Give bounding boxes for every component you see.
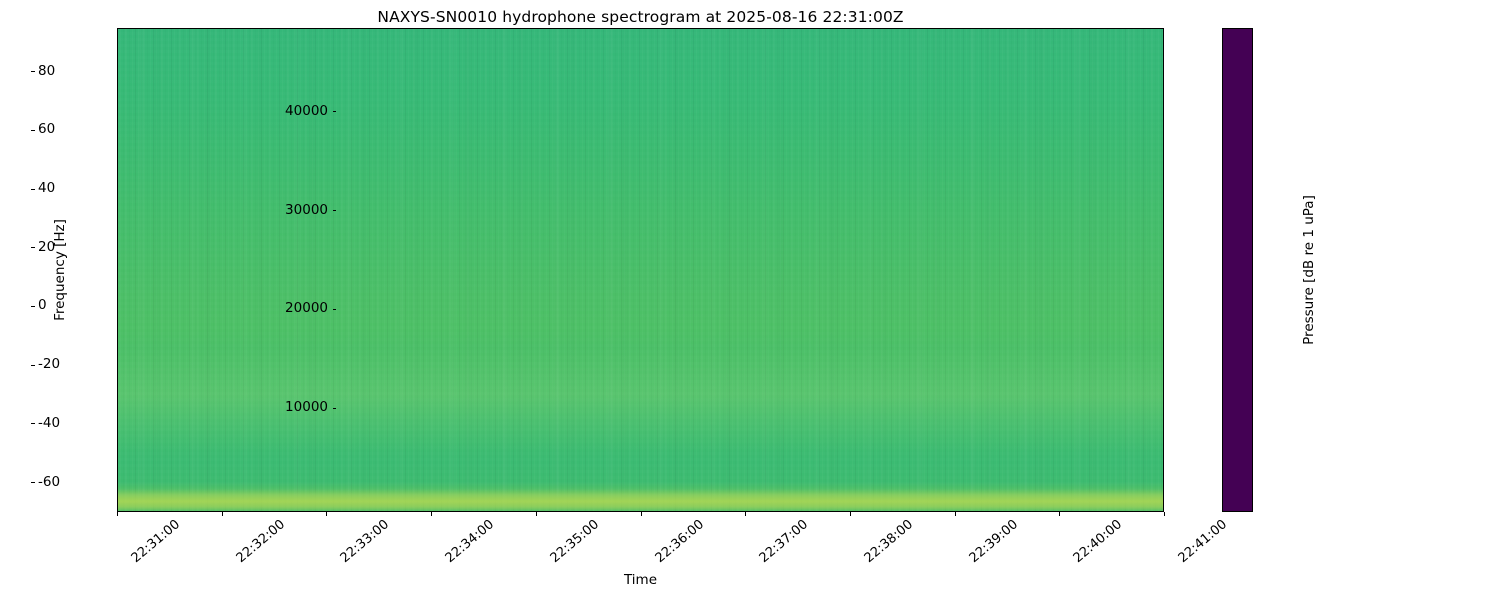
x-tick-mark bbox=[1059, 512, 1061, 516]
spectrogram-energy-columns bbox=[118, 29, 1163, 511]
colorbar-label: Pressure [dB re 1 uPa] bbox=[1301, 195, 1317, 345]
x-tick-label: 22:40:00 bbox=[1070, 517, 1126, 567]
chart-title: NAXYS-SN0010 hydrophone spectrogram at 2… bbox=[377, 8, 904, 26]
colorbar-tick-label: -20 bbox=[38, 356, 61, 373]
x-tick-label: 22:39:00 bbox=[966, 517, 1021, 567]
x-tick-mark bbox=[431, 512, 433, 516]
x-tick-label: 22:35:00 bbox=[547, 517, 602, 567]
x-tick-mark bbox=[745, 512, 747, 516]
x-tick-mark bbox=[221, 512, 223, 516]
x-tick-mark bbox=[535, 512, 537, 516]
colorbar-tick-mark bbox=[31, 305, 35, 307]
x-tick-label: 22:33:00 bbox=[338, 517, 393, 567]
colorbar-tick-mark bbox=[31, 188, 35, 190]
spectrogram-midband-glow bbox=[118, 347, 1163, 454]
spectrogram-horizontal-banding bbox=[118, 29, 1163, 511]
colorbar-tick-label: -40 bbox=[38, 414, 61, 431]
x-tick-label: 22:32:00 bbox=[233, 517, 288, 567]
y-axis-label: Frequency [Hz] bbox=[52, 219, 68, 321]
x-tick-mark bbox=[954, 512, 956, 516]
colorbar-tick-label: 60 bbox=[38, 121, 56, 138]
spectrogram-base-layer bbox=[118, 29, 1163, 511]
y-tick-mark bbox=[332, 111, 336, 113]
colorbar-tick-label: 0 bbox=[38, 297, 47, 314]
x-tick-mark bbox=[326, 512, 328, 516]
x-tick-label: 22:37:00 bbox=[756, 517, 812, 567]
x-axis-label: Time bbox=[623, 572, 658, 588]
x-tick-label: 22:31:00 bbox=[128, 517, 184, 567]
x-tick-label: 22:38:00 bbox=[861, 517, 916, 567]
y-tick-label: 10000 bbox=[285, 399, 328, 415]
spectrogram-image bbox=[118, 29, 1163, 511]
colorbar[interactable] bbox=[1222, 28, 1253, 512]
colorbar-tick-mark bbox=[31, 247, 35, 249]
y-tick-label: 40000 bbox=[285, 102, 328, 119]
x-tick-mark bbox=[1164, 512, 1166, 516]
colorbar-tick-label: 20 bbox=[38, 238, 56, 255]
y-tick-label: 30000 bbox=[285, 201, 328, 218]
x-tick-mark bbox=[849, 512, 851, 516]
spectrogram-time-striations bbox=[118, 29, 1163, 511]
colorbar-tick-mark bbox=[31, 129, 35, 131]
colorbar-tick-mark bbox=[31, 364, 35, 366]
spectrogram-low-frequency-band bbox=[118, 489, 1163, 511]
colorbar-tick-label: -60 bbox=[38, 473, 61, 490]
colorbar-tick-mark bbox=[31, 71, 35, 73]
x-tick-label: 22:36:00 bbox=[652, 517, 707, 567]
colorbar-tick-mark bbox=[31, 482, 35, 484]
x-tick-label: 22:34:00 bbox=[442, 517, 498, 567]
y-tick-mark bbox=[332, 308, 336, 310]
colorbar-tick-label: 40 bbox=[38, 180, 56, 196]
colorbar-tick-mark bbox=[31, 423, 35, 425]
x-tick-mark bbox=[117, 512, 119, 516]
x-tick-label: 22:41:00 bbox=[1175, 517, 1231, 567]
x-tick-mark bbox=[640, 512, 642, 516]
colorbar-tick-label: 80 bbox=[38, 62, 56, 79]
y-tick-mark bbox=[332, 210, 336, 212]
colorbar-gradient bbox=[1223, 29, 1252, 511]
y-tick-mark bbox=[332, 407, 336, 409]
spectrogram-plot-area[interactable] bbox=[117, 28, 1164, 512]
y-tick-label: 20000 bbox=[285, 300, 328, 317]
